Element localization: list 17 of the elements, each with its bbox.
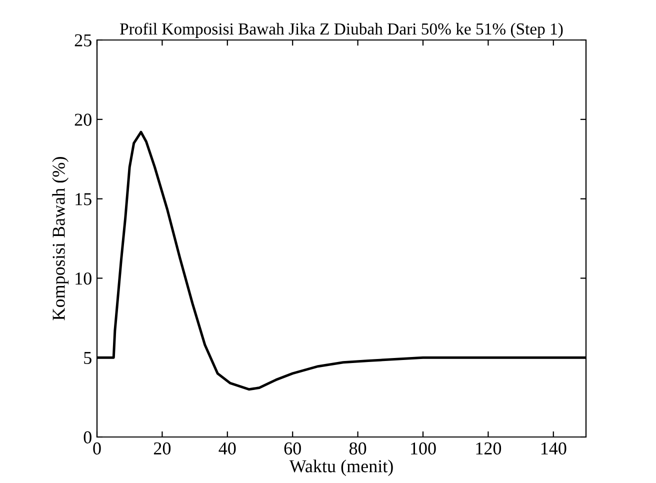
x-tick-label: 140 bbox=[541, 442, 566, 455]
x-tick-label: 40 bbox=[218, 442, 236, 455]
chart-title: Profil Komposisi Bawah Jika Z Diubah Dari 50% ke 51% (Step 1) bbox=[120, 22, 563, 38]
x-axis-title: Waktu (menit) bbox=[289, 460, 393, 476]
x-tick-label: 80 bbox=[349, 442, 366, 455]
x-tick-label: 0 bbox=[93, 442, 101, 455]
x-tick-label: 120 bbox=[476, 442, 502, 455]
y-tick-label: 10 bbox=[76, 272, 92, 285]
y-tick-label: 15 bbox=[76, 193, 92, 206]
y-tick-label: 5 bbox=[84, 352, 92, 364]
y-tick-label: 20 bbox=[74, 114, 92, 126]
x-tick-label: 20 bbox=[154, 442, 171, 455]
y-tick-label: 0 bbox=[84, 431, 92, 444]
y-axis-title: Komposisi Bawah (%) bbox=[52, 157, 69, 320]
x-tick-label: 100 bbox=[411, 442, 436, 455]
x-tick-label: 60 bbox=[284, 442, 301, 455]
y-tick-label: 25 bbox=[74, 34, 92, 46]
